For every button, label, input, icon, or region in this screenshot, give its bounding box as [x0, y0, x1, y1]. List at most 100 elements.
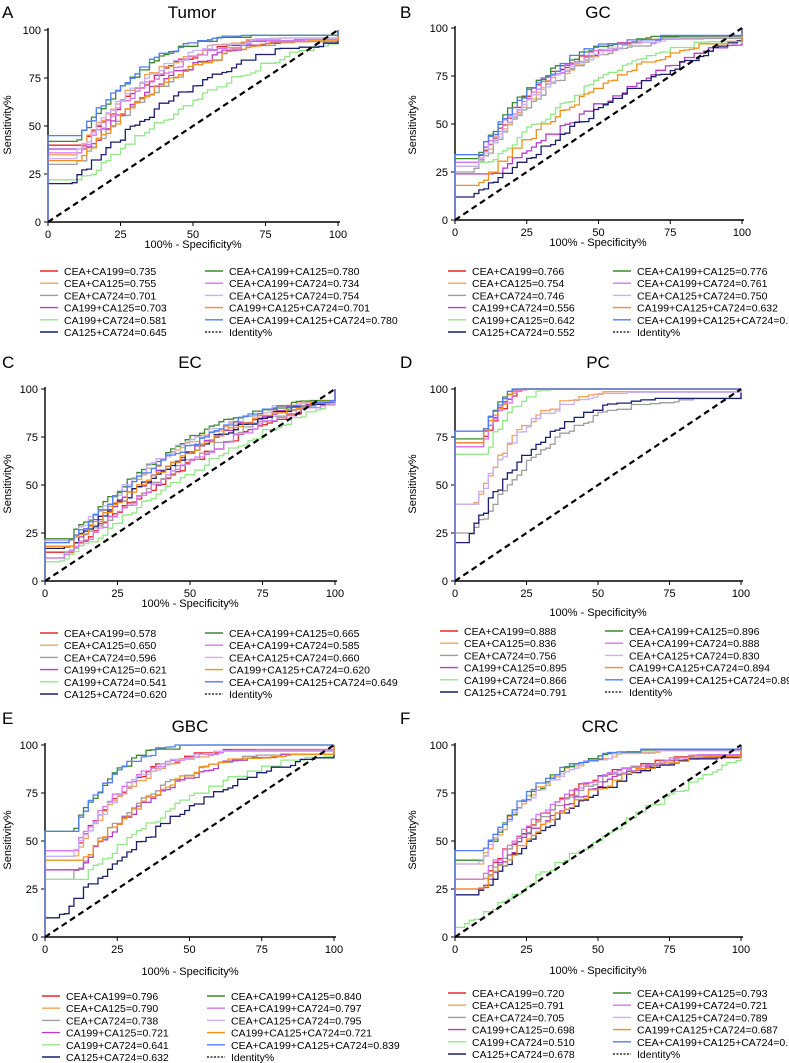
x-tick-label: 50: [592, 588, 604, 600]
x-tick-label: 0: [452, 227, 458, 239]
legend-item: CEA+CA199=0.578: [40, 628, 156, 640]
roc-curve-9: [44, 745, 335, 937]
legend-item: CEA+CA724=0.746: [448, 290, 564, 302]
roc-curve-8: [454, 745, 742, 937]
legend-item: CEA+CA199=0.735: [40, 266, 156, 278]
legend-label: CEA+CA125=0.790: [66, 1003, 158, 1015]
legend-label: CEA+CA125+CA724=0.789: [637, 1012, 768, 1024]
y-tick-label: 50: [436, 480, 448, 492]
x-axis-title: 100% - Specificity%: [141, 966, 238, 978]
legend-item: CA199+CA125=0.621: [40, 665, 167, 677]
roc-curve-5: [44, 745, 335, 937]
legend-item: CA199+CA724=0.556: [448, 303, 575, 315]
legend-label: CA125+CA724=0.620: [64, 689, 167, 701]
legend-item: CA125+CA724=0.620: [40, 689, 167, 701]
x-tick-label: 25: [520, 588, 532, 600]
legend-label: Identity%: [637, 327, 680, 339]
roc-curve-4: [44, 389, 336, 581]
legend-label: CEA+CA199+CA125=0.665: [229, 628, 360, 640]
identity-line: [47, 29, 339, 223]
y-tick-label: 0: [442, 215, 448, 227]
roc-curve-10: [44, 745, 335, 937]
x-tick-label: 50: [592, 227, 604, 239]
legend-label: CEA+CA199+CA724=0.721: [637, 1000, 768, 1012]
x-tick-label: 75: [256, 588, 268, 600]
panel-title: EC: [178, 353, 202, 372]
y-tick-label: 50: [26, 480, 38, 492]
legend-item: CEA+CA125=0.650: [40, 640, 156, 652]
panel-letter: C: [2, 353, 14, 372]
x-tick-label: 50: [187, 229, 199, 241]
legend: CEA+CA199=0.720CEA+CA125=0.791CEA+CA724=…: [448, 988, 789, 1061]
legend-label: CEA+CA199+CA125=0.780: [229, 266, 360, 278]
legend-item: CA199+CA125=0.895: [440, 663, 567, 675]
legend-label: CEA+CA125+CA724=0.795: [231, 1015, 362, 1027]
legend-item: Identity%: [205, 689, 272, 701]
legend-item: CEA+CA125+CA724=0.830: [605, 650, 760, 662]
legend-item: CA199+CA125=0.703: [40, 303, 167, 315]
legend-label: CEA+CA125=0.755: [64, 278, 156, 290]
legend-item: CEA+CA199+CA125=0.793: [613, 988, 768, 1000]
legend-item: CEA+CA125=0.754: [448, 278, 564, 290]
legend-item: CA199+CA724=0.581: [40, 315, 167, 327]
legend-item: CA199+CA125=0.698: [448, 1025, 575, 1037]
legend-label: CEA+CA125+CA724=0.830: [629, 650, 760, 662]
panel-tumor: A Tumor 00 25 25 50 50 75 75 100 100 100% - Spec…: [2, 3, 398, 339]
legend-label: CA199+CA125+CA724=0.687: [637, 1025, 778, 1037]
legend-item: CA199+CA125+CA724=0.701: [205, 303, 370, 315]
legend-label: Identity%: [229, 689, 272, 701]
legend-label: CEA+CA199+CA125+CA724=0.896: [629, 675, 789, 687]
legend-label: CA199+CA125+CA724=0.632: [637, 303, 778, 315]
legend-label: CA199+CA125=0.698: [472, 1025, 575, 1037]
y-tick-label: 25: [26, 884, 38, 896]
x-tick-label: 75: [259, 229, 271, 241]
x-tick-label: 50: [592, 944, 604, 956]
legend: CEA+CA199=0.578CEA+CA125=0.650CEA+CA724=…: [40, 628, 398, 701]
legend-item: Identity%: [605, 687, 672, 699]
legend-item: CEA+CA199+CA125=0.665: [205, 628, 360, 640]
x-tick-label: 50: [183, 944, 195, 956]
plot-area: 00 25 25 50 50 75 75 100 100: [430, 23, 752, 239]
panel-title: GC: [585, 3, 611, 22]
legend: CEA+CA199=0.735CEA+CA125=0.755CEA+CA724=…: [40, 266, 398, 339]
roc-curve-11: [454, 745, 742, 937]
legend-item: CA199+CA125=0.721: [42, 1028, 169, 1040]
legend-label: CEA+CA199+CA125+CA724=0.792: [637, 1037, 789, 1049]
legend-label: CA125+CA724=0.678: [472, 1049, 575, 1061]
x-tick-label: 75: [663, 944, 675, 956]
roc-curves: [454, 388, 742, 581]
legend-item: CA199+CA125+CA724=0.687: [613, 1025, 778, 1037]
legend-item: CEA+CA724=0.705: [448, 1012, 564, 1024]
identity-line: [44, 744, 335, 938]
legend-item: CEA+CA125=0.836: [440, 638, 556, 650]
x-axis-title: 100% - Specificity%: [144, 239, 241, 251]
legend-item: CEA+CA125+CA724=0.789: [613, 1012, 768, 1024]
legend-label: CEA+CA724=0.738: [66, 1015, 158, 1027]
plot-area: 00 25 25 50 50 75 75 100 100: [430, 740, 751, 956]
panel-letter: E: [2, 709, 13, 728]
legend-item: CEA+CA199+CA125+CA724=0.839: [207, 1040, 400, 1052]
legend-item: CA199+CA125+CA724=0.620: [205, 665, 370, 677]
legend-label: CA199+CA125=0.621: [64, 665, 167, 677]
panel-pc: D PC 00 25 25 50 50 75 75 100 100 100% - Specifi…: [400, 353, 789, 699]
roc-curve-11: [44, 389, 336, 581]
x-tick-label: 75: [664, 227, 676, 239]
legend-item: CEA+CA125+CA724=0.750: [613, 290, 768, 302]
legend-item: CEA+CA199+CA125=0.840: [207, 991, 362, 1003]
legend-label: CEA+CA199=0.766: [472, 266, 564, 278]
roc-curve-11: [454, 388, 741, 581]
legend-label: CA125+CA724=0.645: [64, 327, 167, 339]
y-tick-label: 75: [436, 71, 448, 83]
legend-label: CEA+CA125+CA724=0.750: [637, 290, 768, 302]
y-tick-label: 0: [442, 576, 448, 588]
legend-item: Identity%: [613, 327, 680, 339]
legend-label: CEA+CA125=0.650: [64, 640, 156, 652]
plot-area: 00 25 25 50 50 75 75 100 100: [23, 25, 348, 241]
x-tick-label: 25: [520, 944, 532, 956]
roc-curve-11: [47, 30, 339, 222]
x-tick-label: 100: [733, 227, 751, 239]
identity-line: [44, 388, 336, 582]
x-tick-label: 25: [111, 944, 123, 956]
legend-item: CA199+CA125+CA724=0.721: [207, 1028, 372, 1040]
legend-item: CEA+CA199+CA125=0.776: [613, 266, 768, 278]
